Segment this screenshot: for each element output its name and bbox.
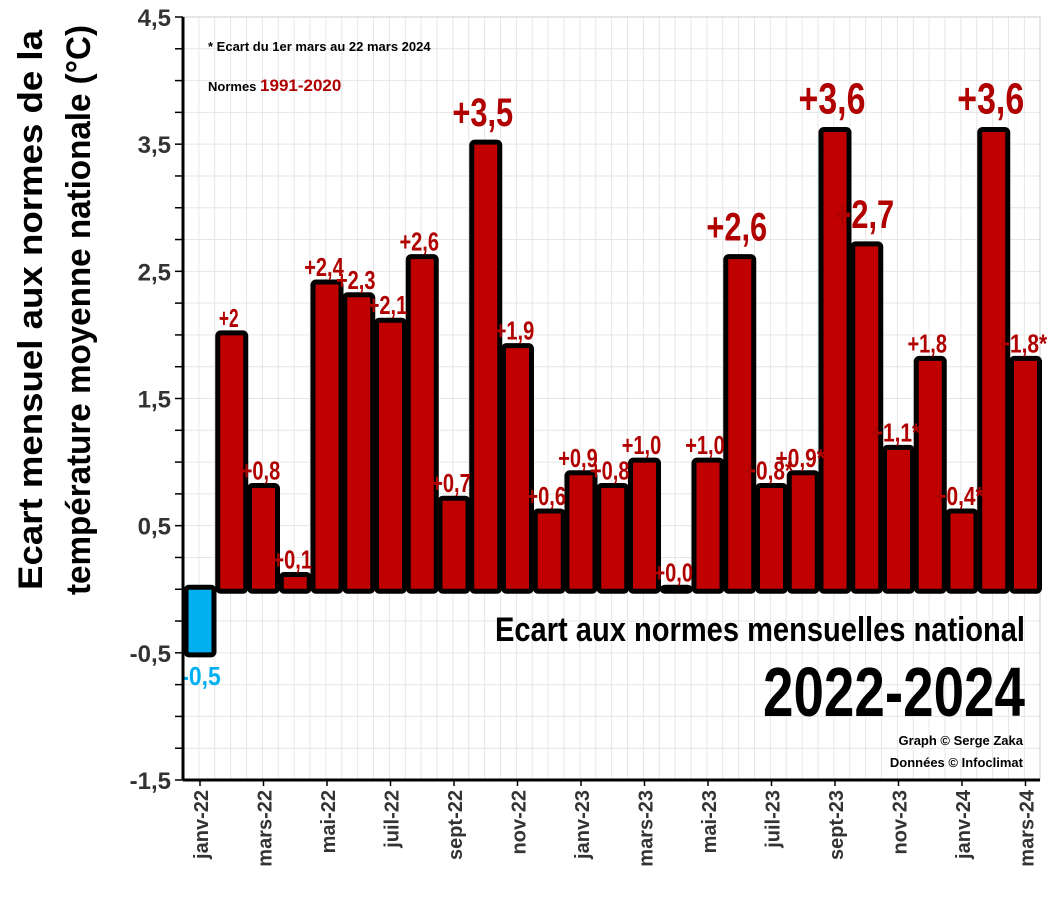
bar-mars-24 — [1009, 355, 1042, 594]
x-tick-label: juil-22 — [382, 790, 404, 849]
data-label: +1,1* — [871, 417, 921, 447]
bar-mai-22 — [310, 279, 344, 594]
footnote: * Ecart du 1er mars au 22 mars 2024 — [208, 39, 431, 54]
x-tick-label: nov-22 — [509, 790, 531, 854]
data-label: +2,6 — [399, 227, 439, 257]
bar-juil-23 — [755, 483, 788, 594]
bar-janv-24 — [945, 508, 979, 594]
data-label: +2,3 — [336, 265, 376, 295]
data-label: +0,7 — [431, 468, 471, 498]
credit-graph: Graph © Serge Zaka — [899, 733, 1024, 748]
data-label: +1,0 — [685, 430, 725, 460]
data-label: +0,8 — [590, 456, 630, 486]
bars — [183, 126, 1042, 658]
x-tick-label: nov-23 — [890, 790, 912, 854]
bar-août-23 — [786, 470, 820, 594]
x-axis: janv-22 mars-22 mai-22 juil-22 sept-22 nov-22… — [183, 778, 1040, 867]
bar-févr-23 — [596, 483, 630, 594]
y-tick-label: 2,5 — [138, 259, 171, 286]
data-label: +0,4* — [934, 481, 984, 511]
normes-label: Normes — [208, 79, 256, 94]
data-label: +0,6 — [526, 481, 566, 511]
bar-janv-22 — [183, 584, 217, 658]
bar-mars-22 — [247, 483, 280, 594]
data-label: +1,8 — [907, 328, 947, 358]
data-label: +0,9 — [558, 443, 598, 473]
x-tick-label: mars-24 — [1017, 789, 1039, 867]
bar-sept-23 — [818, 126, 852, 594]
data-label: +1,9 — [495, 316, 535, 346]
bar-oct-23 — [850, 241, 884, 594]
bar-août-22 — [405, 254, 439, 594]
data-label: +1,0 — [622, 430, 662, 460]
bar-juin-23 — [723, 254, 757, 594]
y-tick-label: 0,5 — [138, 514, 171, 541]
x-tick-label: janv-24 — [953, 789, 975, 860]
bar-févr-22 — [215, 330, 249, 594]
x-tick-label: mars-23 — [636, 790, 658, 867]
y-tick-label: -0,5 — [130, 641, 171, 668]
bar-avr-23 — [659, 584, 693, 594]
x-tick-label: mai-23 — [699, 790, 721, 853]
bar-juin-22 — [342, 292, 376, 594]
data-label: -0,5 — [181, 661, 221, 691]
y-tick-label: 3,5 — [138, 132, 171, 159]
data-label: +3,5 — [452, 91, 513, 135]
normes-period: 1991-2020 — [260, 76, 341, 95]
data-label: +0,0 — [653, 557, 693, 587]
data-label: +2,7 — [833, 193, 894, 237]
bar-juil-22 — [374, 317, 407, 594]
data-label: +2 — [219, 303, 239, 333]
svg-text:Normes 1991-2020: Normes 1991-2020 — [208, 76, 341, 95]
chart-title: Ecart aux normes mensuelles national — [495, 611, 1025, 649]
x-tick-label: janv-22 — [191, 790, 213, 860]
y-axis-title-line2: température moyenne nationale (°C) — [60, 25, 98, 595]
x-tick-label: mai-22 — [318, 790, 340, 853]
data-label: +3,6 — [799, 74, 866, 123]
bar-oct-22 — [469, 139, 503, 594]
bar-déc-23 — [913, 355, 947, 594]
data-label: +0,8 — [241, 456, 281, 486]
bar-nov-22 — [501, 343, 534, 594]
data-label: +3,6 — [957, 74, 1024, 123]
bar-févr-24 — [977, 126, 1011, 594]
data-label: +0,9* — [776, 443, 826, 473]
bar-nov-23 — [882, 444, 915, 594]
bar-mai-23 — [691, 457, 725, 594]
bar-déc-22 — [532, 508, 566, 594]
data-label: +0,8* — [744, 456, 794, 486]
x-tick-label: juil-23 — [763, 790, 785, 849]
y-tick-label: -1,5 — [130, 768, 171, 795]
x-tick-label: janv-23 — [572, 790, 594, 860]
credit-data: Données © Infoclimat — [890, 755, 1024, 770]
bar-avr-22 — [278, 572, 312, 594]
x-tick-label: sept-23 — [826, 790, 848, 860]
data-labels: -0,5 +2 +0,8 +0,1 +2,4+2,3+2,1 +2,6 +0,7 +3,5 +1… — [181, 74, 1048, 690]
data-label: +1,8* — [998, 328, 1048, 358]
data-label: +2,4 — [304, 252, 344, 282]
bar-mars-23 — [628, 457, 661, 594]
y-tick-label: 4,5 — [138, 5, 171, 32]
y-axis: -1,5 -0,5 0,5 1,5 2,5 3,5 4,5 — [130, 5, 185, 795]
y-tick-label: 1,5 — [138, 387, 171, 414]
data-label: +2,6 — [706, 206, 767, 250]
bar-janv-23 — [564, 470, 598, 594]
data-label: +2,1 — [368, 290, 408, 320]
chart-subtitle: 2022-2024 — [763, 653, 1025, 731]
x-tick-label: mars-22 — [255, 790, 277, 867]
bar-sept-22 — [437, 495, 471, 594]
x-tick-label: sept-22 — [445, 790, 467, 860]
y-axis-title-line1: Ecart mensuel aux normes de la — [12, 29, 50, 590]
data-label: +0,1 — [272, 545, 312, 575]
